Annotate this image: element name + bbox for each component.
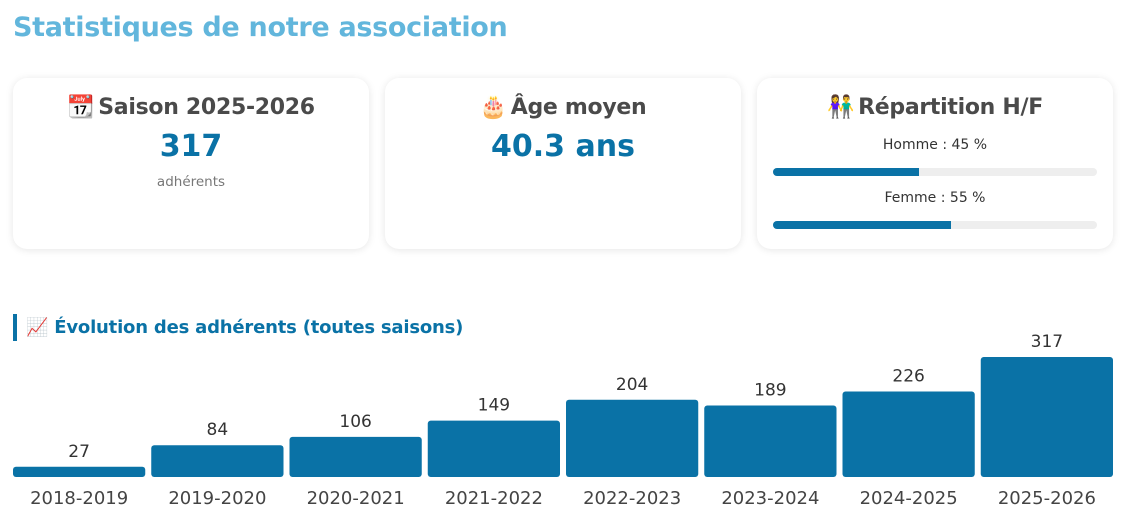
season-member-count: 317 — [159, 129, 223, 164]
bar-2020-2021 — [289, 436, 422, 477]
female-percent-label: Femme : 55 % — [884, 190, 986, 206]
category-tick-label: 2022-2023 — [583, 488, 681, 509]
category-tick-label: 2021-2022 — [445, 488, 543, 509]
bar-2022-2023 — [566, 399, 699, 477]
gender-card: 👫 Répartition H/F Homme : 45 % Femme : 55… — [757, 78, 1113, 249]
bar-value-label: 204 — [616, 375, 648, 395]
male-progress-track — [773, 168, 1097, 176]
bar-2018-2019 — [13, 466, 146, 477]
category-tick-label: 2025-2026 — [998, 488, 1096, 509]
age-title-text: Âge moyen — [510, 95, 647, 120]
calendar-icon: 📆 — [67, 95, 95, 120]
bar-value-label: 317 — [1031, 332, 1063, 352]
chart-section-title: 📈 Évolution des adhérents (toutes saison… — [13, 314, 463, 341]
female-progress-fill — [773, 221, 952, 229]
bar-2019-2020 — [151, 445, 284, 477]
category-tick-label: 2018-2019 — [30, 488, 128, 509]
birthday-cake-icon: 🎂 — [479, 95, 507, 120]
page-title: Statistiques de notre association — [13, 12, 508, 43]
bar-2021-2022 — [427, 420, 560, 477]
chart-increasing-icon: 📈 — [26, 317, 49, 338]
season-member-label: adhérents — [156, 174, 226, 190]
couple-icon: 👫 — [827, 95, 855, 120]
season-title-text: Saison 2025-2026 — [98, 95, 315, 120]
age-card: 🎂 Âge moyen 40.3 ans — [385, 78, 741, 249]
members-bar-chart: 27 2018-2019 84 2019-2020 106 2020-2021 149 202… — [13, 332, 1113, 509]
bar-2024-2025 — [842, 391, 975, 477]
male-progress-fill — [773, 168, 919, 176]
season-card: 📆 Saison 2025-2026 317 adhérents — [13, 78, 369, 249]
average-age-value: 40.3 ans — [491, 129, 635, 164]
bar-value-label: 106 — [339, 412, 371, 432]
age-card-title: 🎂 Âge moyen — [385, 95, 741, 120]
bar-2023-2024 — [704, 405, 837, 477]
gender-card-title: 👫 Répartition H/F — [757, 95, 1113, 120]
category-tick-label: 2024-2025 — [860, 488, 958, 509]
male-percent-label: Homme : 45 % — [882, 137, 988, 153]
bar-value-label: 27 — [68, 442, 90, 462]
bar-value-label: 84 — [207, 420, 229, 440]
gender-title-text: Répartition H/F — [858, 95, 1043, 120]
bar-value-label: 189 — [754, 380, 786, 400]
chart-section-title-text: Évolution des adhérents (toutes saisons) — [54, 317, 464, 338]
category-tick-label: 2019-2020 — [168, 488, 266, 509]
female-progress-track — [773, 221, 1097, 229]
bar-2025-2026 — [980, 357, 1113, 477]
season-card-title: 📆 Saison 2025-2026 — [13, 95, 369, 120]
bar-value-label: 149 — [478, 396, 510, 416]
category-tick-label: 2023-2024 — [721, 488, 819, 509]
category-tick-label: 2020-2021 — [307, 488, 405, 509]
bar-value-label: 226 — [892, 366, 924, 386]
